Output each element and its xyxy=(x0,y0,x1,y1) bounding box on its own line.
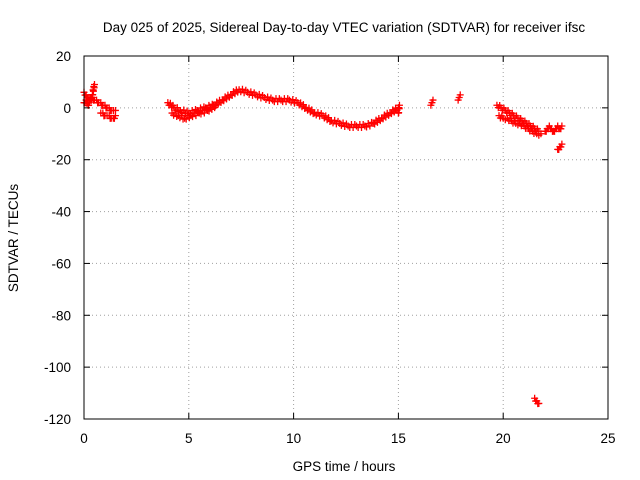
data-point xyxy=(339,119,347,127)
data-point xyxy=(352,122,360,130)
data-point xyxy=(289,96,297,104)
data-point xyxy=(247,88,255,96)
data-points xyxy=(80,81,566,408)
x-tick-label: 15 xyxy=(391,431,406,446)
chart-title: Day 025 of 2025, Sidereal Day-to-day VTE… xyxy=(103,20,585,35)
data-point xyxy=(202,105,210,113)
data-point xyxy=(182,115,190,123)
data-point xyxy=(189,113,197,121)
series-segment xyxy=(454,91,464,104)
data-point xyxy=(255,90,263,98)
x-tick-label: 5 xyxy=(185,431,193,446)
y-tick-label: -60 xyxy=(51,256,71,271)
data-point xyxy=(212,101,220,109)
data-point xyxy=(344,122,352,130)
data-point xyxy=(363,123,371,131)
data-point xyxy=(331,116,339,124)
axis-ticks: -120 -100 -80 -60 -40 -20 0 20 0 5 10 15 20 25 xyxy=(44,49,616,446)
series-segment xyxy=(427,96,437,109)
x-axis-label: GPS time / hours xyxy=(293,459,396,474)
x-tick-label: 20 xyxy=(496,431,511,446)
data-point xyxy=(558,122,566,130)
data-point xyxy=(535,399,543,407)
series-segment xyxy=(495,112,545,139)
data-point xyxy=(537,130,545,138)
plot-frame xyxy=(83,55,609,420)
series-segment xyxy=(97,109,119,122)
series-segment xyxy=(168,101,220,123)
data-point xyxy=(395,101,403,109)
x-tick-label: 25 xyxy=(600,431,615,446)
series-segment xyxy=(394,101,403,117)
data-point xyxy=(314,109,322,117)
data-point xyxy=(456,91,464,99)
series-segment xyxy=(541,122,566,135)
data-point xyxy=(111,112,119,120)
data-point xyxy=(238,85,246,93)
series-segment xyxy=(80,81,98,109)
series-segment xyxy=(164,85,402,132)
data-point xyxy=(269,96,277,104)
series-segment xyxy=(554,140,566,154)
data-point xyxy=(197,110,205,118)
grid-lines xyxy=(84,56,608,419)
y-tick-label: 20 xyxy=(56,49,71,64)
data-point xyxy=(429,96,437,104)
y-tick-label: 0 xyxy=(63,101,71,116)
y-tick-label: -80 xyxy=(51,308,71,323)
data-point xyxy=(264,93,272,101)
y-tick-label: -40 xyxy=(51,205,71,220)
y-axis-label: SDTVAR / TECUs xyxy=(6,184,21,293)
x-tick-label: 0 xyxy=(80,431,88,446)
series-segment xyxy=(531,394,543,408)
data-point xyxy=(90,81,98,89)
y-tick-label: -100 xyxy=(44,360,71,375)
data-point xyxy=(277,96,285,104)
data-point xyxy=(180,106,188,114)
data-point xyxy=(368,118,376,126)
y-tick-label: -120 xyxy=(44,412,71,427)
data-point xyxy=(558,140,566,148)
data-point xyxy=(284,95,292,103)
x-tick-label: 10 xyxy=(286,431,301,446)
data-point xyxy=(173,112,181,120)
y-tick-label: -20 xyxy=(51,153,71,168)
